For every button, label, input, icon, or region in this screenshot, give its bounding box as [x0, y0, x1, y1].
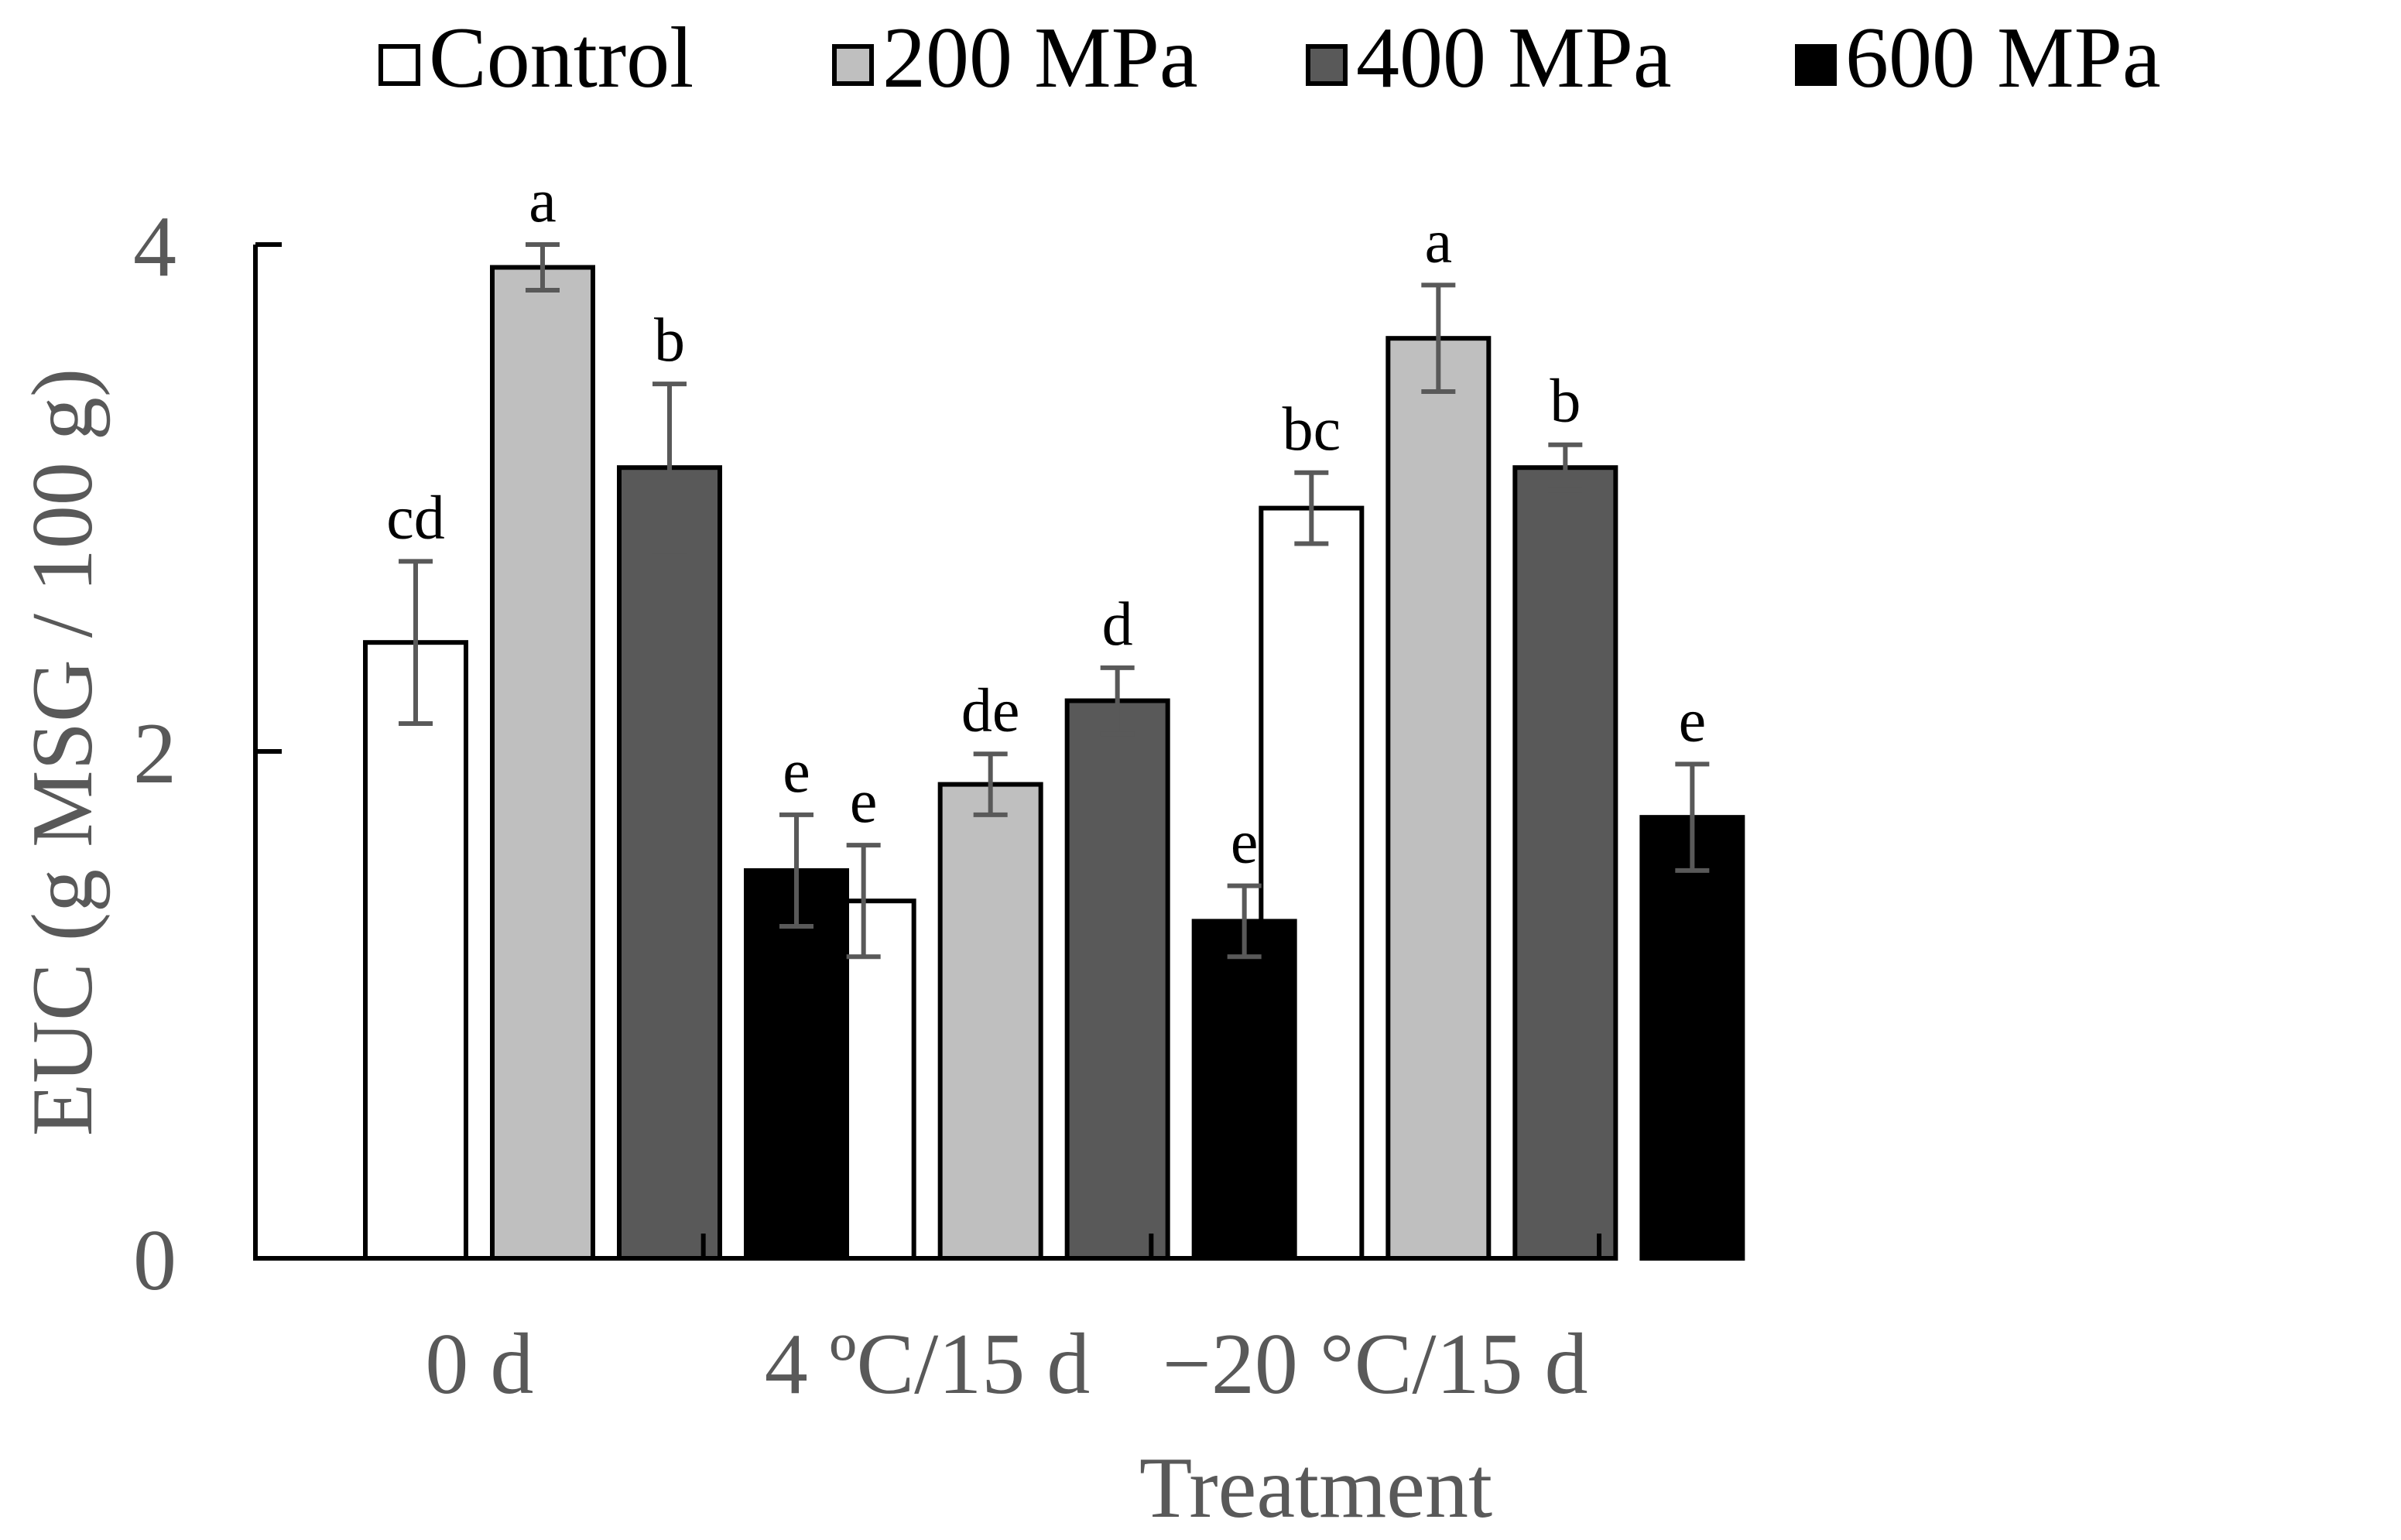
x-axis-categories: 0 d 4 ºC/15 d −20 °C/15 d [425, 1234, 1601, 1412]
significance-letter: a [1425, 207, 1453, 275]
significance-letter: cd [386, 484, 445, 552]
legend: Control 200 MPa 400 MPa 600 MPa [378, 10, 2161, 106]
bar [617, 465, 722, 1261]
legend-label: 200 MPa [882, 10, 1198, 106]
bar [1385, 336, 1492, 1261]
significance-letter: e [1679, 686, 1707, 755]
error-bars [399, 242, 1710, 960]
bar [1639, 815, 1745, 1261]
bar [1191, 919, 1297, 1261]
legend-label: 400 MPa [1356, 10, 1672, 106]
significance-letter: b [1550, 368, 1581, 436]
y-axis-ticks: 0 2 4 [133, 199, 282, 1309]
significance-letter: e [783, 737, 810, 806]
significance-letter: d [1102, 590, 1133, 659]
bar [937, 782, 1043, 1261]
significance-letter: a [529, 167, 557, 235]
x-axis-label: Treatment [1139, 1440, 1492, 1536]
y-tick-label: 4 [133, 199, 176, 295]
legend-swatch [1306, 44, 1348, 86]
x-category-label: 0 d [425, 1316, 533, 1412]
legend-swatch [378, 44, 420, 86]
y-axis-label: EUC (g MSG / 100 g) [15, 368, 111, 1136]
significance-letter: de [961, 676, 1020, 744]
x-category-label: −20 °C/15 d [1163, 1316, 1588, 1412]
legend-swatch [832, 44, 874, 86]
significance-letter: bc [1283, 395, 1341, 464]
y-tick-label: 0 [133, 1213, 176, 1309]
bar [1512, 465, 1618, 1261]
legend-label: 600 MPa [1845, 10, 2161, 106]
bar [1064, 698, 1170, 1261]
bar [490, 265, 595, 1261]
x-category-label: 4 ºC/15 d [765, 1316, 1091, 1412]
legend-swatch [1795, 44, 1837, 86]
significance-letter: b [654, 306, 685, 375]
legend-label: Control [429, 10, 694, 106]
significance-letter: e [1231, 809, 1259, 877]
bar [363, 640, 468, 1261]
bars [363, 265, 1745, 1261]
significance-letter: e [850, 768, 878, 836]
y-tick-label: 2 [133, 706, 176, 802]
bar [744, 868, 849, 1261]
